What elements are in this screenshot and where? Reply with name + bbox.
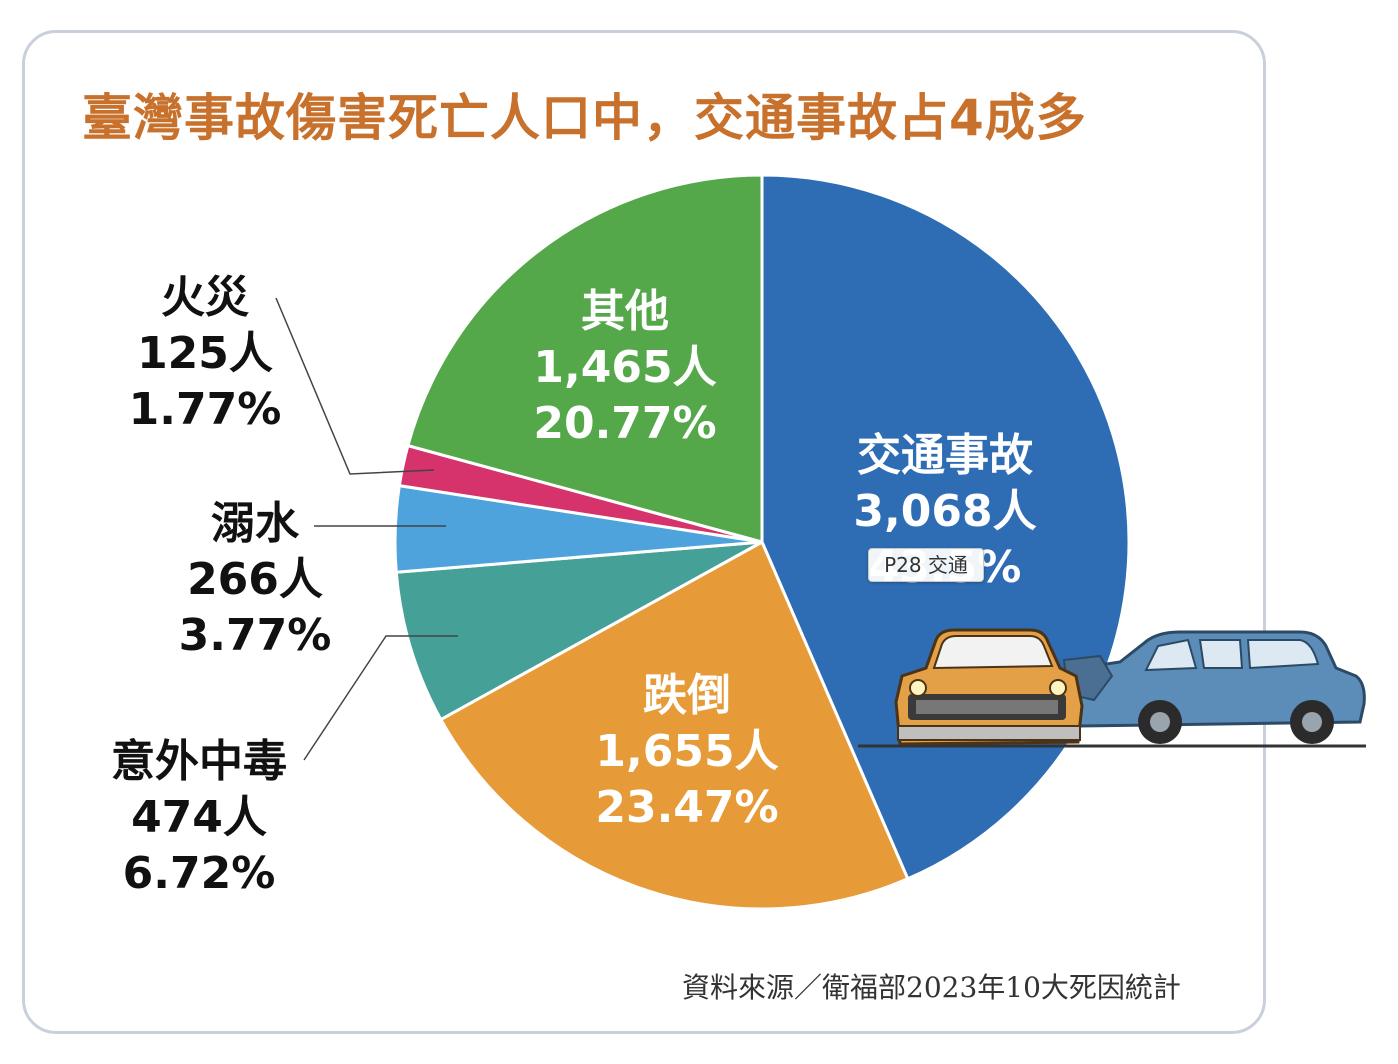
- pie-slice-fall: [438, 539, 910, 911]
- pie-slice-poisoning: [394, 540, 763, 722]
- slice-percent: 6.72%: [122, 848, 276, 899]
- slice-name: 意外中毒: [111, 736, 287, 787]
- slice-count: 3,068人: [853, 486, 1037, 537]
- slice-name: 其他: [581, 286, 669, 337]
- slice-label-fire: 火災 125人 1.77%: [110, 270, 300, 438]
- slice-label-drowning: 溺水 266人 3.77%: [160, 496, 350, 664]
- leader-line-poisoning: [303, 635, 458, 761]
- slice-percent: 1.77%: [128, 384, 282, 435]
- leader-line-fire: [275, 297, 435, 475]
- slice-label-fall: 跌倒 1,655人 23.47%: [582, 668, 792, 836]
- slice-name: 火災: [161, 272, 249, 323]
- orange-car-icon: [894, 628, 1084, 746]
- slice-count: 125人: [137, 328, 273, 379]
- blue-car-icon: [1062, 630, 1366, 744]
- slice-percent: 23.47%: [595, 782, 779, 833]
- page-reference-tag[interactable]: P28 交通: [868, 548, 984, 582]
- slice-count: 474人: [131, 792, 267, 843]
- pie-slice-other: [406, 173, 764, 544]
- slice-label-poisoning: 意外中毒 474人 6.72%: [94, 734, 304, 902]
- slice-label-other: 其他 1,465人 20.77%: [520, 284, 730, 452]
- slice-percent: 20.77%: [533, 398, 717, 449]
- slice-count: 1,465人: [533, 342, 717, 393]
- slice-count: 1,655人: [595, 726, 779, 777]
- source-note: 資料來源／衛福部2023年10大死因統計: [682, 971, 1181, 1004]
- slice-name: 跌倒: [643, 670, 731, 721]
- car-crash-illustration: [858, 628, 1366, 748]
- slice-name: 交通事故: [857, 430, 1033, 481]
- slice-name: 溺水: [211, 498, 299, 549]
- slice-count: 266人: [187, 554, 323, 605]
- slice-percent: 3.77%: [178, 610, 332, 661]
- chart-title: 臺灣事故傷害死亡人口中，交通事故占4成多: [82, 89, 1087, 147]
